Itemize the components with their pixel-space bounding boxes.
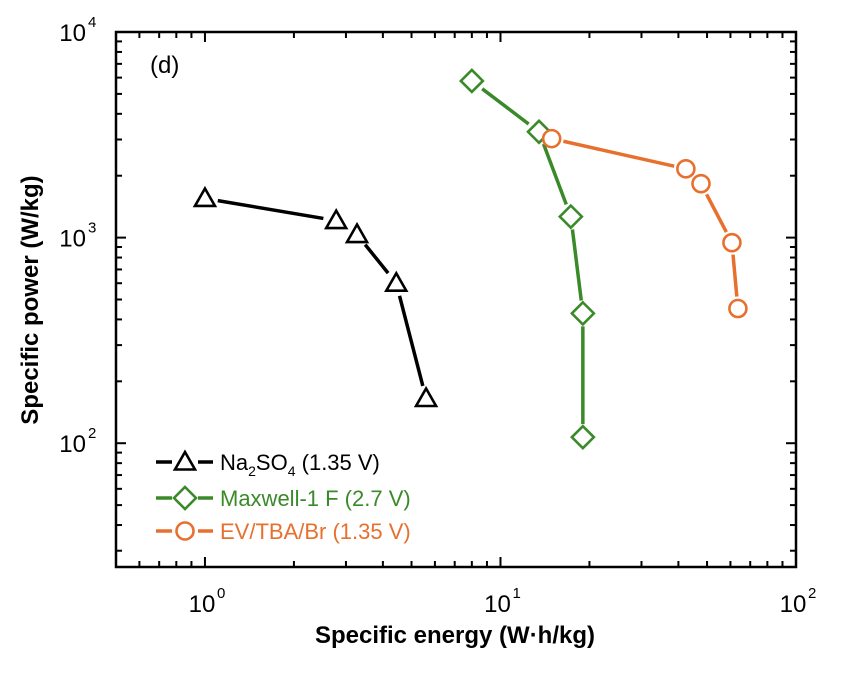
x-tick-label-base: 10 bbox=[780, 591, 807, 618]
data-point bbox=[344, 221, 370, 244]
y-axis-label: Specific power (W/kg) bbox=[17, 175, 44, 424]
x-tick-label-exponent: 1 bbox=[512, 585, 520, 602]
y-tick-label-base: 10 bbox=[59, 431, 86, 458]
series-line-segment bbox=[731, 254, 739, 297]
legend-marker bbox=[175, 521, 195, 541]
data-point bbox=[192, 185, 218, 208]
data-point bbox=[384, 270, 409, 293]
legend-entry: EV/TBA/Br (1.35 V) bbox=[156, 519, 411, 544]
legend: Na2SO4 (1.35 V) Maxwell-1 F (2.7 V) EV/TBA… bbox=[156, 449, 411, 544]
legend-entry: Maxwell-1 F (2.7 V) bbox=[156, 485, 411, 511]
data-point bbox=[728, 298, 748, 319]
legend-label: Na2SO4 (1.35 V) bbox=[220, 450, 380, 479]
y-tick-label: 10 3 bbox=[59, 220, 96, 253]
series-line-segment bbox=[397, 295, 425, 387]
legend-marker bbox=[172, 449, 198, 471]
y-tick-label-base: 10 bbox=[59, 20, 86, 47]
series-1 bbox=[459, 68, 596, 451]
data-point bbox=[570, 424, 596, 451]
x-tick-label-exponent: 0 bbox=[217, 585, 225, 602]
series-line-segment bbox=[562, 139, 675, 168]
series-line-segment bbox=[481, 87, 530, 126]
legend-entry: Na2SO4 (1.35 V) bbox=[156, 449, 380, 479]
data-point bbox=[722, 232, 742, 253]
y-tick-label-base: 10 bbox=[59, 226, 86, 253]
x-tick-label: 10 0 bbox=[189, 585, 226, 618]
plot-layer bbox=[192, 68, 748, 451]
y-tick-label-exponent: 2 bbox=[88, 425, 96, 442]
data-point bbox=[676, 159, 696, 179]
y-tick-label-exponent: 4 bbox=[88, 14, 96, 31]
data-point bbox=[413, 385, 439, 408]
y-tick-label: 10 4 bbox=[59, 14, 96, 47]
series-2 bbox=[541, 128, 748, 319]
legend-label: Maxwell-1 F (2.7 V) bbox=[220, 486, 411, 511]
plot-frame bbox=[114, 30, 798, 569]
legend-marker bbox=[172, 485, 198, 511]
y-tick-label-exponent: 3 bbox=[88, 220, 96, 237]
series-line-segment bbox=[541, 143, 568, 206]
tick-labels: 10 0 10 1 10 210 210 310 4 bbox=[59, 14, 816, 618]
legend-label: EV/TBA/Br (1.35 V) bbox=[220, 519, 411, 544]
series-line-segment bbox=[570, 229, 583, 301]
series-line-segment bbox=[363, 243, 390, 275]
data-point bbox=[323, 207, 349, 230]
x-tick-label: 10 1 bbox=[484, 585, 521, 618]
ticks-layer bbox=[115, 31, 797, 567]
data-point bbox=[557, 203, 584, 230]
series-line-segment bbox=[217, 198, 324, 221]
x-tick-label-base: 10 bbox=[189, 591, 216, 618]
data-point bbox=[541, 128, 562, 149]
x-tick-label-exponent: 2 bbox=[808, 585, 816, 602]
data-point bbox=[570, 300, 596, 327]
data-point bbox=[691, 173, 711, 194]
series-0 bbox=[192, 185, 439, 408]
y-tick-label: 10 2 bbox=[59, 425, 96, 458]
x-axis-label: Specific energy (W·h/kg) bbox=[315, 622, 595, 649]
series-line-segment bbox=[705, 193, 728, 233]
panel-label: (d) bbox=[150, 52, 179, 79]
x-tick-label-base: 10 bbox=[484, 591, 511, 618]
x-tick-label: 10 2 bbox=[780, 585, 817, 618]
data-point bbox=[459, 68, 485, 94]
